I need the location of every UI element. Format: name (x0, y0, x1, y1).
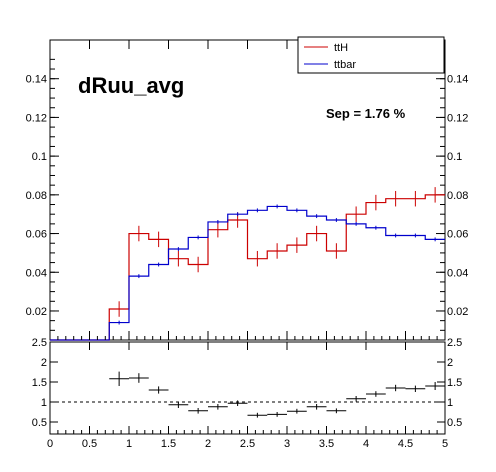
top-panel-series (50, 187, 445, 341)
x-tick-label: 2 (205, 438, 211, 450)
x-tick-label: 4 (363, 438, 369, 450)
ratio-y-tick-label-left: 2 (41, 357, 47, 369)
legend-label-ttbar: ttbar (334, 59, 356, 71)
x-tick-label: 0.5 (82, 438, 97, 450)
x-tick-label: 1.5 (161, 438, 176, 450)
ratio-y-tick-label-right: 2 (447, 357, 453, 369)
top-panel-axis-ticks: 0.02 0.02 0.04 0.04 0.06 0.06 0.08 0.08 0.1 0.1 0.… (26, 40, 468, 340)
ratio-panel-axis-ticks: 0.5 0.51 11.5 1.52 22.5 2.50 0.5 1 1.5 2 2.5 3 3.5 4 4… (32, 336, 462, 450)
legend-label-tth: ttH (334, 42, 348, 54)
histogram-ttH (50, 194, 445, 341)
y-tick-label-left: 0.02 (26, 306, 47, 318)
ratio-y-tick-label-right: 1 (447, 397, 453, 409)
legend-box (297, 36, 445, 74)
y-tick-label-right: 0.04 (447, 267, 468, 279)
ratio-points (109, 371, 445, 418)
y-tick-label-right: 0.12 (447, 112, 468, 124)
ratio-y-tick-label-left: 0.5 (32, 417, 47, 429)
y-tick-label-left: 0.14 (26, 74, 47, 86)
x-tick-label: 4.5 (398, 438, 413, 450)
ratio-y-tick-label-right: 1.5 (447, 377, 462, 389)
x-tick-label: 0 (47, 438, 53, 450)
x-tick-label: 3 (284, 438, 290, 450)
y-tick-label-right: 0.14 (447, 74, 468, 86)
y-tick-label-left: 0.04 (26, 267, 47, 279)
separation-annotation: Sep = 1.76 % (326, 106, 406, 121)
y-tick-label-right: 0.02 (447, 306, 468, 318)
x-tick-label: 5 (442, 438, 448, 450)
legend: ttH ttbar (297, 36, 445, 74)
x-tick-label: 2.5 (240, 438, 255, 450)
x-tick-label: 3.5 (319, 438, 334, 450)
ratio-y-tick-label-left: 1.5 (32, 377, 47, 389)
ratio-y-tick-label-left: 1 (41, 397, 47, 409)
ratio-y-tick-label-left: 2.5 (32, 337, 47, 349)
y-tick-label-left: 0.08 (26, 190, 47, 202)
y-tick-label-right: 0.1 (447, 151, 462, 163)
y-tick-label-left: 0.06 (26, 229, 47, 241)
y-tick-label-left: 0.12 (26, 112, 47, 124)
x-tick-label: 1 (126, 438, 132, 450)
ratio-y-tick-label-right: 2.5 (447, 337, 462, 349)
y-tick-label-right: 0.08 (447, 190, 468, 202)
y-tick-label-left: 0.1 (32, 151, 47, 163)
histogram-ttbar (50, 205, 445, 341)
variable-annotation: dRuu_avg (78, 73, 184, 98)
y-tick-label-right: 0.06 (447, 229, 468, 241)
ratio-y-tick-label-right: 0.5 (447, 417, 462, 429)
